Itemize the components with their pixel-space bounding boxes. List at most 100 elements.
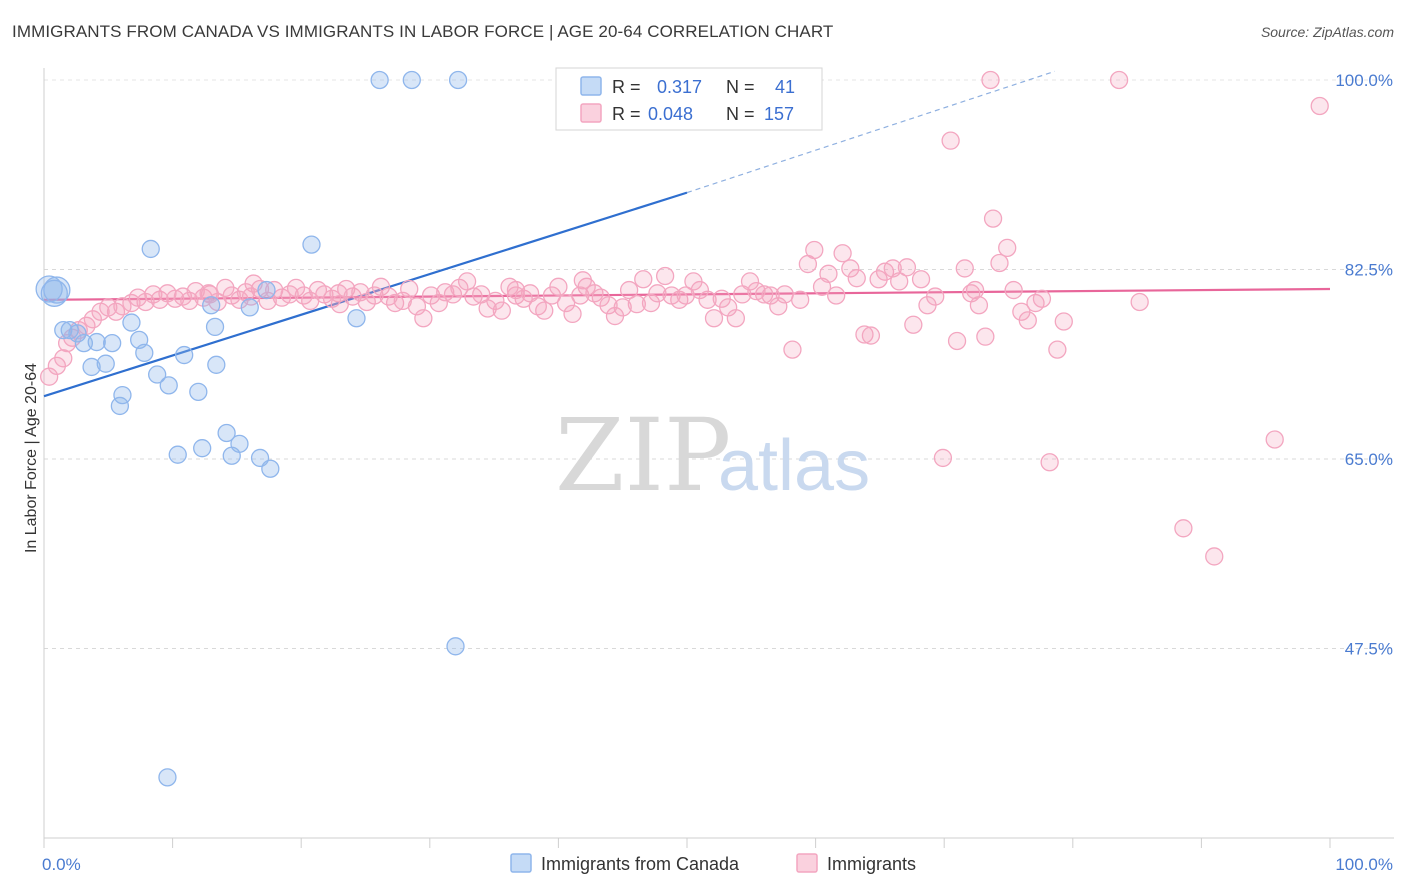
watermark-atlas: atlas bbox=[718, 426, 870, 506]
immigrants-point bbox=[1054, 312, 1073, 331]
immigrants-point bbox=[847, 269, 866, 288]
immigrants-trend-line bbox=[43, 287, 1331, 301]
immigrants-point bbox=[136, 292, 155, 312]
legend-immigrants-swatch bbox=[796, 853, 818, 873]
immigrants-point bbox=[704, 309, 724, 328]
canada-point bbox=[240, 298, 259, 317]
immigrants-point bbox=[676, 286, 695, 305]
immigrants-point bbox=[1109, 70, 1129, 90]
immigrants-point bbox=[337, 279, 356, 299]
canada-point bbox=[207, 355, 226, 374]
immigrants-r-value: 0.048 bbox=[648, 104, 693, 124]
canada-point bbox=[175, 345, 194, 365]
immigrants-n-label: N = bbox=[726, 104, 755, 124]
immigrants-point bbox=[833, 244, 852, 263]
immigrants-point bbox=[54, 349, 73, 368]
immigrants-point bbox=[981, 70, 1000, 90]
canada-point bbox=[193, 439, 212, 458]
immigrants-point bbox=[1310, 96, 1329, 116]
immigrants-point bbox=[414, 309, 433, 328]
canada-point bbox=[141, 239, 160, 259]
legend-canada-swatch bbox=[510, 853, 532, 873]
x-tick-label-max: 100.0% bbox=[1335, 855, 1393, 874]
immigrants-point bbox=[904, 315, 923, 334]
immigrants-n-value: 157 bbox=[764, 104, 794, 124]
immigrants-swatch bbox=[580, 103, 602, 123]
immigrants-point bbox=[827, 286, 846, 305]
y-axis-label: In Labor Force | Age 20-64 bbox=[23, 363, 40, 553]
immigrants-point bbox=[599, 296, 618, 315]
immigrants-point bbox=[1018, 311, 1037, 330]
immigrants-point bbox=[775, 285, 794, 304]
canada-point bbox=[217, 423, 236, 443]
immigrants-point bbox=[791, 290, 810, 309]
canada-point bbox=[370, 70, 389, 90]
canada-point bbox=[35, 275, 63, 303]
immigrants-point bbox=[1130, 292, 1149, 312]
y-tick-label: 47.5% bbox=[1345, 640, 1393, 659]
immigrants-point bbox=[855, 325, 874, 344]
immigrants-point bbox=[506, 280, 526, 300]
immigrants-point bbox=[563, 304, 582, 324]
immigrants-point bbox=[861, 326, 881, 345]
source-credit: Source: ZipAtlas.com bbox=[1260, 24, 1394, 40]
canada-n-value: 41 bbox=[775, 77, 795, 97]
canada-r-value: 0.317 bbox=[657, 77, 702, 97]
immigrants-point bbox=[819, 264, 838, 283]
canada-point bbox=[96, 354, 115, 373]
tick-labels: 47.5% 65.0% 82.5% 100.0% 0.0% 100.0% bbox=[42, 71, 1393, 874]
immigrants-point bbox=[351, 283, 370, 302]
immigrants-point bbox=[805, 240, 824, 260]
canada-point bbox=[347, 309, 366, 328]
immigrants-point bbox=[556, 293, 576, 313]
data-points bbox=[35, 70, 1329, 787]
canada-point bbox=[87, 332, 106, 352]
immigrants-point bbox=[698, 290, 717, 309]
immigrants-point bbox=[180, 291, 199, 311]
series-legend: Immigrants from Canada Immigrants bbox=[510, 853, 916, 874]
canada-point bbox=[148, 365, 167, 384]
immigrants-point bbox=[627, 295, 646, 314]
canada-point bbox=[261, 459, 280, 478]
immigrants-point bbox=[1205, 547, 1224, 566]
immigrants-point bbox=[486, 291, 505, 311]
immigrants-point bbox=[926, 287, 945, 306]
canada-point bbox=[82, 357, 101, 377]
immigrants-point bbox=[619, 280, 639, 300]
immigrants-point bbox=[429, 293, 448, 313]
canada-point bbox=[257, 280, 276, 300]
immigrants-point bbox=[457, 272, 477, 291]
immigrants-point bbox=[400, 279, 419, 299]
immigrants-point bbox=[941, 131, 960, 150]
axes bbox=[43, 68, 1394, 848]
canada-point bbox=[74, 333, 94, 353]
immigrants-point bbox=[740, 272, 760, 291]
stats-legend: R = 0.317 N = 41 R = 0.048 N = 157 bbox=[555, 67, 823, 131]
canada-point bbox=[159, 376, 178, 395]
immigrants-point bbox=[1032, 289, 1052, 308]
immigrants-point bbox=[690, 280, 710, 300]
immigrants-point bbox=[230, 290, 249, 309]
canada-point bbox=[448, 70, 468, 90]
canada-point bbox=[205, 317, 225, 337]
immigrants-point bbox=[634, 270, 653, 289]
immigrants-point bbox=[911, 270, 931, 289]
canada-point bbox=[402, 70, 421, 90]
immigrants-point bbox=[1040, 453, 1059, 472]
immigrants-point bbox=[969, 296, 989, 315]
canada-swatch bbox=[580, 76, 602, 96]
immigrants-point bbox=[755, 285, 774, 304]
immigrants-point bbox=[1004, 280, 1023, 300]
watermark: ZIP atlas bbox=[555, 397, 870, 514]
immigrants-point bbox=[648, 284, 667, 303]
immigrants-point bbox=[998, 238, 1017, 257]
immigrants-point bbox=[330, 295, 349, 314]
canada-point bbox=[43, 276, 71, 304]
grid-lines bbox=[44, 79, 1394, 649]
canada-point bbox=[446, 637, 465, 656]
immigrants-point bbox=[641, 293, 661, 313]
immigrants-point bbox=[549, 277, 568, 296]
immigrants-point bbox=[983, 209, 1003, 228]
immigrants-point bbox=[613, 298, 632, 317]
immigrants-point bbox=[573, 271, 592, 290]
